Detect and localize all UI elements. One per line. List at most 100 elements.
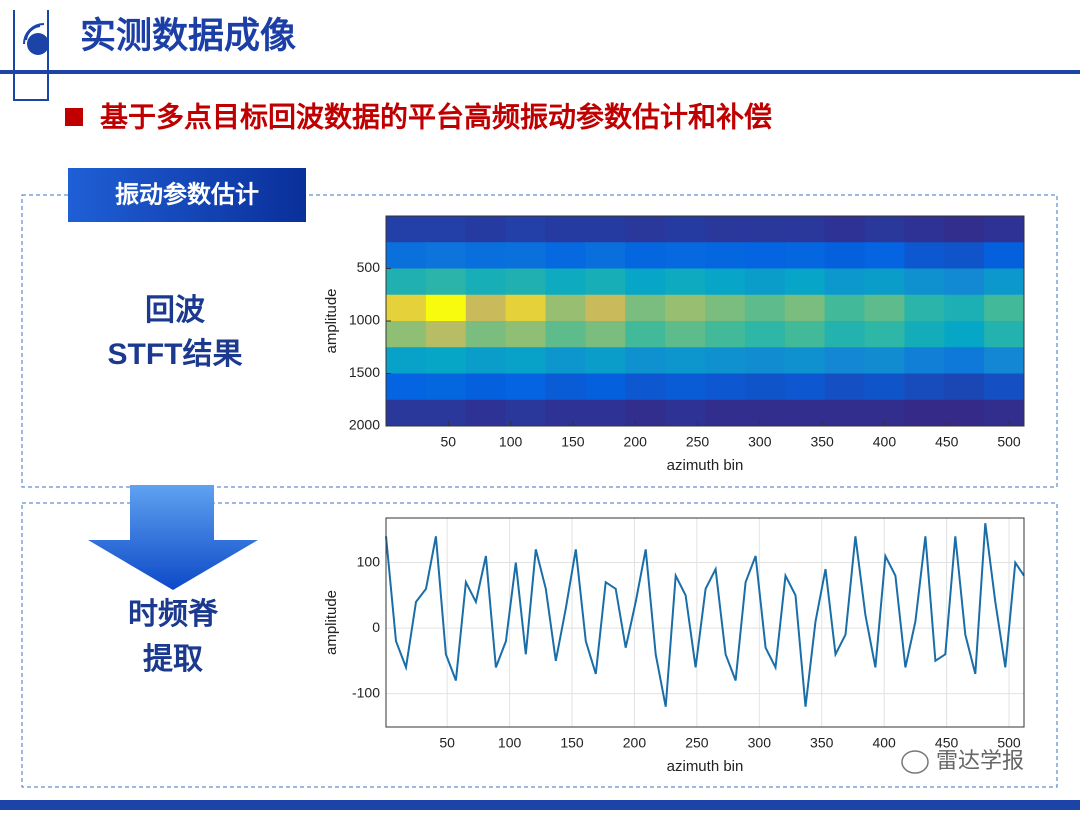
heat-cell	[545, 294, 586, 322]
heat-cell	[545, 347, 586, 374]
heat-cell	[705, 294, 746, 322]
heat-cell	[824, 294, 865, 322]
heat-cell	[984, 373, 1025, 401]
heat-cell	[505, 294, 546, 322]
heat-cell	[744, 216, 786, 243]
x-tick-label: 450	[935, 434, 959, 450]
y-axis-label: amplitude	[323, 590, 340, 655]
heat-cell	[386, 268, 427, 296]
step-label: 提取	[143, 643, 203, 676]
panel-box	[21, 194, 1058, 488]
heat-cell	[744, 321, 786, 348]
heat-cell	[984, 242, 1025, 269]
logo-waves	[23, 23, 45, 45]
x-tick-label: 100	[498, 735, 522, 751]
watermark: 雷达学报	[936, 748, 1024, 773]
bullet	[65, 108, 83, 126]
heat-cell	[625, 268, 666, 296]
x-tick-label: 300	[748, 735, 772, 751]
heat-cell	[545, 216, 586, 243]
heat-cell	[944, 268, 985, 296]
slide-title: 实测数据成像	[80, 15, 296, 56]
heat-cell	[705, 216, 746, 243]
heat-cell	[505, 321, 546, 348]
heat-cell	[386, 347, 427, 374]
heat-cell	[864, 268, 905, 296]
heat-cell	[425, 242, 467, 269]
heat-cell	[585, 242, 626, 269]
heat-cell	[585, 373, 626, 401]
heat-cell	[545, 268, 586, 296]
heat-cell	[465, 294, 507, 322]
heat-cell	[386, 399, 427, 427]
plots: 50 100 150 200 250 300 350 400 450 50050010001500…	[323, 215, 1025, 775]
heat-cell	[705, 373, 746, 401]
heat-cell	[864, 216, 905, 243]
heat-cell	[705, 399, 746, 427]
y-axis-label: amplitude	[323, 288, 340, 353]
heat-cell	[705, 347, 746, 374]
heat-cell	[465, 347, 507, 374]
heat-cell	[784, 399, 826, 427]
heat-cell	[505, 347, 546, 374]
heat-cell	[585, 294, 626, 322]
step-label: 回波	[145, 294, 206, 327]
x-tick-label: 450	[935, 735, 959, 751]
heat-cell	[505, 399, 546, 427]
heat-cell	[665, 242, 706, 269]
heat-cell	[625, 294, 666, 322]
heat-cell	[944, 321, 985, 348]
heat-cell	[944, 347, 985, 374]
heat-cell	[665, 268, 706, 296]
heat-cell	[465, 268, 507, 296]
logo-icon	[27, 33, 49, 55]
y-tick-label: -100	[352, 684, 380, 700]
heat-cell	[864, 242, 905, 269]
heat-cell	[425, 216, 467, 243]
heat-cell	[904, 216, 945, 243]
heat-cell	[505, 242, 546, 269]
heat-cell	[465, 216, 507, 243]
heat-cell	[625, 216, 666, 243]
heat-cell	[545, 242, 586, 269]
heat-cell	[744, 347, 786, 374]
data-line	[385, 523, 1025, 707]
heat-cell	[784, 373, 826, 401]
heat-cell	[386, 216, 427, 243]
y-tick-label: 2000	[349, 417, 380, 433]
heat-cell	[625, 347, 666, 374]
heat-cell	[864, 294, 905, 322]
heat-cell	[545, 373, 586, 401]
heat-cell	[425, 321, 467, 348]
heat-cell	[585, 399, 626, 427]
x-tick-label: 250	[685, 735, 709, 751]
heat-cell	[386, 373, 427, 401]
heat-cell	[984, 347, 1025, 374]
header-rule	[0, 70, 1080, 74]
heat-cell	[904, 294, 945, 322]
section-tag	[68, 168, 306, 222]
x-tick-label: 150	[560, 735, 584, 751]
header-frame	[13, 10, 49, 101]
heat-cell	[625, 242, 666, 269]
heat-cell	[425, 268, 467, 296]
subtitle: 基于多点目标回波数据的平台高频振动参数估计和补偿	[100, 100, 772, 132]
plot-frame	[385, 517, 1025, 728]
heat-cell	[904, 373, 945, 401]
x-tick-label: 350	[810, 434, 834, 450]
watermark-icon	[901, 750, 929, 774]
heat-cell	[505, 216, 546, 243]
x-tick-label: 400	[872, 735, 896, 751]
y-tick-label: 1000	[349, 312, 380, 328]
y-tick-label: 1500	[349, 364, 380, 380]
x-tick-label: 200	[623, 735, 647, 751]
heat-cell	[505, 268, 546, 296]
footer-bar	[0, 800, 1080, 810]
heat-cell	[824, 399, 865, 427]
heat-cell	[944, 373, 985, 401]
x-tick-label: 50	[441, 434, 457, 450]
heat-cell	[585, 321, 626, 348]
heat-cell	[665, 347, 706, 374]
heat-cell	[984, 321, 1025, 348]
heat-cell	[505, 373, 546, 401]
